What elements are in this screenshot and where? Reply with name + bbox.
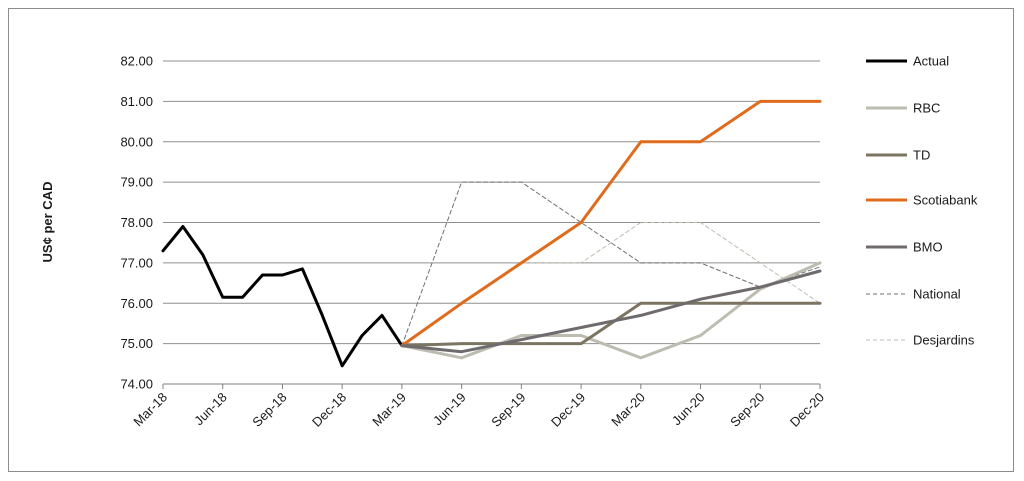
x-tick-label: Sep-20 (727, 390, 767, 430)
chart-frame (8, 8, 1014, 472)
y-axis-label: US¢ per CAD (40, 182, 55, 263)
y-tick-label: 77.00 (120, 255, 153, 270)
y-tick-label: 78.00 (120, 215, 153, 230)
series-line-national (401, 181, 821, 347)
legend: Actual RBC TD Scotiabank BMO National Desjardi… (866, 54, 978, 348)
x-tick-label: Jun-20 (669, 390, 708, 429)
series-line-scotiabank (400, 99, 822, 348)
legend-label-rbc: RBC (913, 101, 940, 116)
y-tick-label: 79.00 (120, 175, 153, 190)
y-tick-label: 75.00 (120, 336, 153, 351)
x-axis-ticks: Mar-18 Jun-18 Sep-18 Dec-18 Mar-19 Jun-19 Sep-… (130, 384, 827, 430)
y-tick-label: 76.00 (120, 296, 153, 311)
legend-label-desjardins: Desjardins (913, 333, 975, 348)
x-tick-label: Mar-19 (369, 390, 409, 430)
y-tick-label: 81.00 (120, 94, 153, 109)
y-axis-ticks: 74.00 75.00 76.00 77.00 78.00 79.00 80.00 81.00… (120, 54, 153, 392)
legend-label-scotiabank: Scotiabank (913, 193, 978, 208)
y-tick-label: 74.00 (120, 377, 153, 392)
x-tick-label: Sep-18 (249, 390, 289, 430)
y-tick-label: 80.00 (120, 134, 153, 149)
series-line-desjardins (401, 222, 821, 347)
y-tick-label: 82.00 (120, 54, 153, 69)
x-tick-label: Sep-19 (488, 390, 528, 430)
legend-label-bmo: BMO (913, 240, 943, 255)
series-line-bmo (400, 269, 822, 354)
series-line-actual (161, 225, 404, 368)
gridlines (163, 60, 820, 385)
x-tick-label: Mar-18 (130, 390, 170, 430)
legend-label-actual: Actual (913, 54, 949, 69)
legend-label-td: TD (913, 148, 930, 163)
x-tick-label: Jun-19 (430, 390, 469, 429)
x-tick-label: Dec-19 (548, 390, 588, 430)
series-line-td (400, 301, 822, 348)
x-tick-label: Jun-18 (191, 390, 230, 429)
series-lines (161, 99, 822, 368)
x-tick-label: Dec-18 (309, 390, 349, 430)
legend-label-national: National (913, 287, 961, 302)
x-tick-label: Dec-20 (787, 390, 827, 430)
x-tick-label: Mar-20 (608, 390, 648, 430)
series-line-rbc (400, 261, 822, 360)
